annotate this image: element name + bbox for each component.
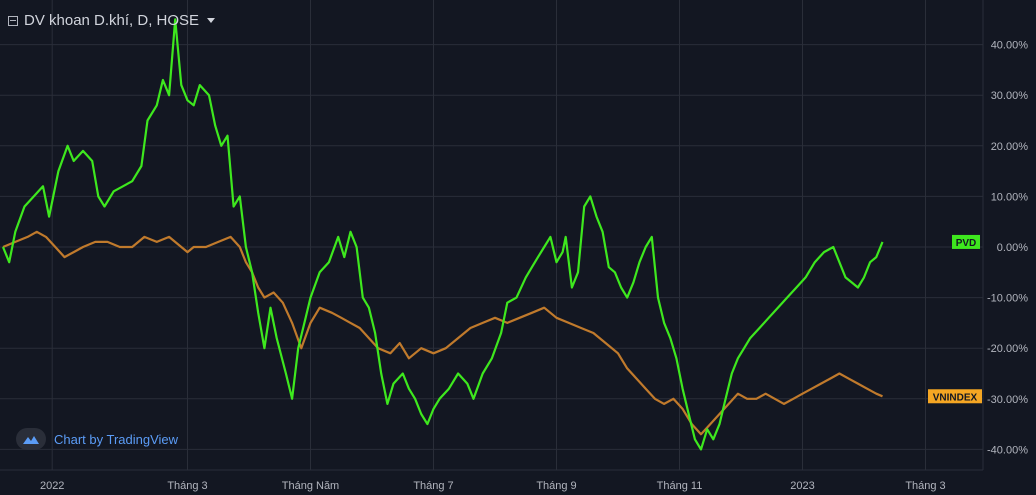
badge-vnindex <box>928 389 982 404</box>
x-tick-label: 2022 <box>40 480 64 492</box>
y-tick-label: 20.00% <box>991 141 1029 153</box>
y-tick-label: 30.00% <box>991 90 1029 102</box>
tradingview-cloud-icon <box>16 428 46 450</box>
x-tick-label: Tháng Năm <box>282 480 339 492</box>
x-tick-label: Tháng 7 <box>413 480 453 492</box>
x-tick-label: Tháng 3 <box>905 480 945 492</box>
y-tick-label: 0.00% <box>997 242 1028 254</box>
price-scale[interactable]: 40.00% 30.00% 20.00% 10.00% 0.00% -10.00% -20.… <box>987 40 1028 457</box>
series-line-pvd <box>1 18 884 451</box>
tradingview-watermark[interactable]: Chart by TradingView <box>16 428 178 450</box>
grid-lines <box>0 0 983 470</box>
last-value-badges: PVD VNINDEX <box>928 234 982 404</box>
watermark-text: Chart by TradingView <box>54 431 179 447</box>
x-tick-label: Tháng 3 <box>167 480 207 492</box>
y-tick-label: -20.00% <box>987 343 1028 355</box>
y-tick-label: -10.00% <box>987 293 1028 305</box>
y-tick-label: -30.00% <box>987 394 1028 406</box>
x-tick-label: Tháng 9 <box>536 480 576 492</box>
x-tick-label: Tháng 11 <box>657 480 703 492</box>
badge-pvd <box>952 234 980 249</box>
y-tick-label: 10.00% <box>991 191 1029 203</box>
y-tick-label: 40.00% <box>991 40 1029 52</box>
x-tick-label: 2023 <box>790 480 814 492</box>
badge-label-vnindex: VNINDEX <box>933 392 978 403</box>
time-scale[interactable]: 2022 Tháng 3 Tháng Năm Tháng 7 Tháng 9 Tháng … <box>40 480 946 492</box>
series-line-vnindex <box>2 230 883 436</box>
badge-label-pvd: PVD <box>956 238 977 249</box>
symbol-title[interactable]: DV khoan D.khí, D, HOSE <box>24 12 200 29</box>
y-tick-label: -40.00% <box>987 444 1028 456</box>
series-lines <box>1 18 884 451</box>
collapse-icon[interactable] <box>8 15 18 26</box>
chevron-down-icon[interactable] <box>207 18 216 23</box>
chart-header: DV khoan D.khí, D, HOSE <box>8 12 216 29</box>
